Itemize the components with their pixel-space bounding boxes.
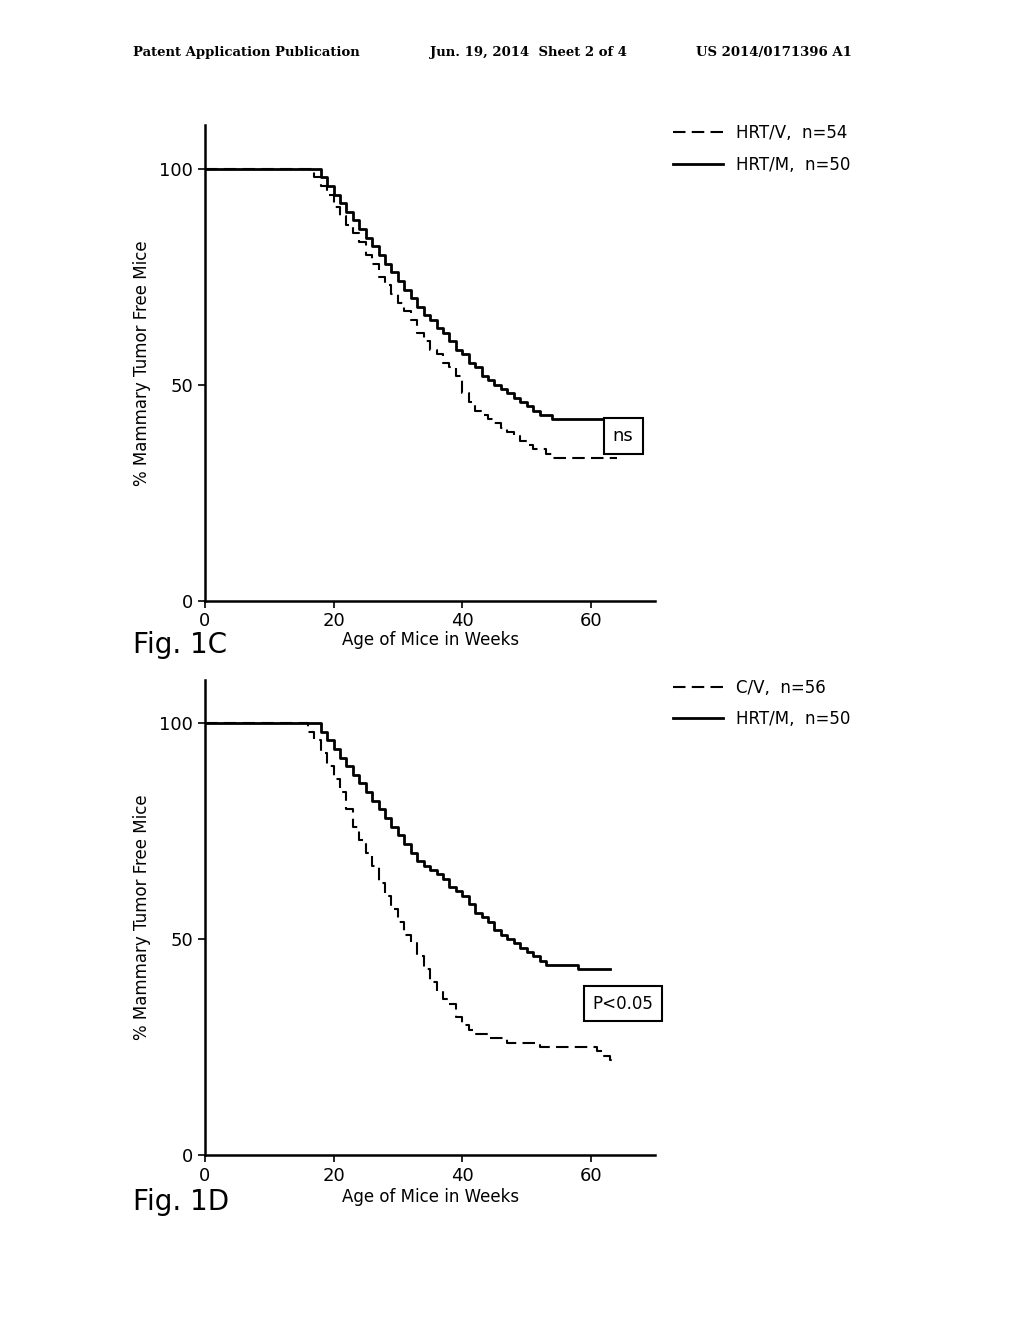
Text: Fig. 1D: Fig. 1D	[133, 1188, 229, 1216]
Text: US 2014/0171396 A1: US 2014/0171396 A1	[696, 46, 852, 59]
Text: Age of Mice in Weeks: Age of Mice in Weeks	[342, 631, 518, 649]
Text: Patent Application Publication: Patent Application Publication	[133, 46, 359, 59]
Text: P<0.05: P<0.05	[593, 995, 653, 1012]
Text: Age of Mice in Weeks: Age of Mice in Weeks	[342, 1188, 518, 1206]
Text: Fig. 1C: Fig. 1C	[133, 631, 227, 659]
Legend: C/V,  n=56, HRT/M,  n=50: C/V, n=56, HRT/M, n=50	[673, 678, 850, 727]
Y-axis label: % Mammary Tumor Free Mice: % Mammary Tumor Free Mice	[133, 795, 151, 1040]
Text: ns: ns	[612, 428, 634, 445]
Legend: HRT/V,  n=54, HRT/M,  n=50: HRT/V, n=54, HRT/M, n=50	[673, 124, 850, 173]
Text: Jun. 19, 2014  Sheet 2 of 4: Jun. 19, 2014 Sheet 2 of 4	[430, 46, 627, 59]
Y-axis label: % Mammary Tumor Free Mice: % Mammary Tumor Free Mice	[133, 240, 151, 486]
